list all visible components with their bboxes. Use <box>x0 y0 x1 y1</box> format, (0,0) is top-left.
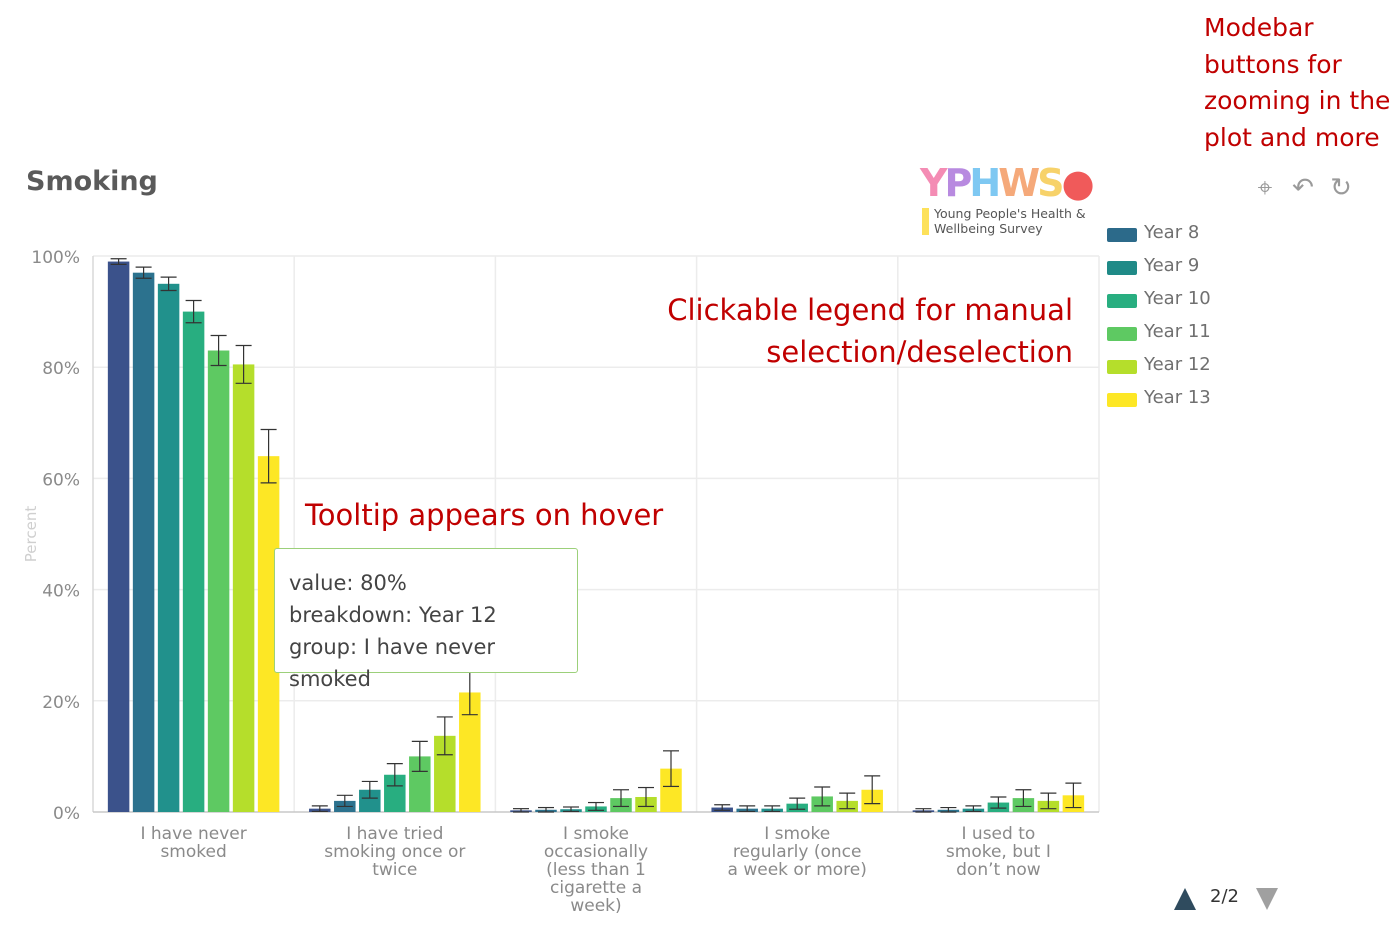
x-tick-label: week) <box>570 896 621 916</box>
bar <box>107 261 130 812</box>
pager: 2/2 <box>1172 883 1282 913</box>
tooltip-breakdown: breakdown: Year 12 <box>289 603 497 627</box>
x-tick-label: a week or more) <box>728 860 867 880</box>
x-tick-label: I smoke <box>563 824 629 844</box>
x-tick-label: smoking once or <box>324 842 465 862</box>
bar <box>232 364 255 812</box>
y-tick-label: 40% <box>42 582 80 602</box>
y-tick-label: 80% <box>42 359 80 379</box>
legend-swatch <box>1107 294 1137 308</box>
y-tick-label: 60% <box>42 470 80 490</box>
crop-icon[interactable]: ⌖ <box>1257 173 1273 203</box>
tooltip-value: value: 80% <box>289 571 407 595</box>
legend-swatch <box>1107 360 1137 374</box>
logo-accent-bar <box>922 208 929 235</box>
x-tick-label: I have never <box>140 824 246 844</box>
bar <box>359 789 381 812</box>
x-tick-label: smoked <box>160 842 226 862</box>
x-tick-label: don’t now <box>956 860 1041 880</box>
logo-subtitle-line2: Wellbeing Survey <box>934 221 1043 236</box>
reset-icon[interactable]: ↻ <box>1330 173 1352 203</box>
x-tick-label: I smoke <box>764 824 830 844</box>
legend-swatch <box>1107 327 1137 341</box>
annotation-legend-line2: selection/deselection <box>766 335 1073 369</box>
legend-label: Year 8 <box>1144 222 1200 243</box>
bar <box>207 350 230 812</box>
x-tick-label: smoke, but I <box>946 842 1051 862</box>
legend-label: Year 13 <box>1144 387 1211 408</box>
legend-swatch <box>1107 393 1137 407</box>
y-tick-label: 0% <box>53 804 80 824</box>
legend-label: Year 12 <box>1144 354 1211 375</box>
bar <box>182 311 205 812</box>
tooltip-group: group: I have never smoked <box>289 635 496 691</box>
annotation-modebar: Modebar buttons for zooming in the plot … <box>1204 13 1391 152</box>
chart-title: Smoking <box>26 166 158 197</box>
hover-tooltip: value: 80% breakdown: Year 12 group: I h… <box>274 548 578 691</box>
legend-label: Year 11 <box>1144 321 1211 342</box>
legend-label: Year 9 <box>1144 255 1200 276</box>
x-tick-label: occasionally <box>544 842 648 862</box>
modebar: ⌖ ↶ ↻ <box>1250 173 1360 203</box>
bar <box>157 283 180 812</box>
yphws-logo: YPHWS● Young People's Health & Wellbeing… <box>920 162 1100 242</box>
legend-swatch <box>1107 261 1137 275</box>
x-tick-label: regularly (once <box>733 842 862 862</box>
legend-swatch <box>1107 228 1137 242</box>
x-tick-label: cigarette a <box>550 878 642 898</box>
x-tick-label: twice <box>372 860 417 880</box>
y-tick-label: 20% <box>42 693 80 713</box>
bar <box>660 768 682 812</box>
page-indicator: 2/2 <box>1210 886 1239 907</box>
logo-letters: YPHWS● <box>920 161 1095 205</box>
annotation-legend-line1: Clickable legend for manual <box>667 293 1073 327</box>
bar <box>384 774 406 812</box>
x-tick-label: (less than 1 <box>546 860 646 880</box>
triangle-down-icon[interactable] <box>1254 886 1280 912</box>
y-tick-label: 100% <box>31 248 80 268</box>
annotation-legend: Clickable legend for manual selection/de… <box>553 289 1073 373</box>
bar <box>409 756 431 812</box>
logo-subtitle-line1: Young People's Health & <box>934 206 1086 221</box>
legend-label: Year 10 <box>1144 288 1211 309</box>
annotation-tooltip: Tooltip appears on hover <box>305 498 664 532</box>
bar <box>459 692 481 812</box>
logo-subtitle: Young People's Health & Wellbeing Survey <box>934 206 1104 236</box>
undo-icon[interactable]: ↶ <box>1292 173 1314 203</box>
y-axis-label: Percent <box>22 506 40 563</box>
bar <box>132 272 155 812</box>
x-tick-label: I used to <box>962 824 1036 844</box>
triangle-up-icon[interactable] <box>1172 886 1198 912</box>
bar <box>257 456 280 812</box>
x-tick-label: I have tried <box>346 824 443 844</box>
